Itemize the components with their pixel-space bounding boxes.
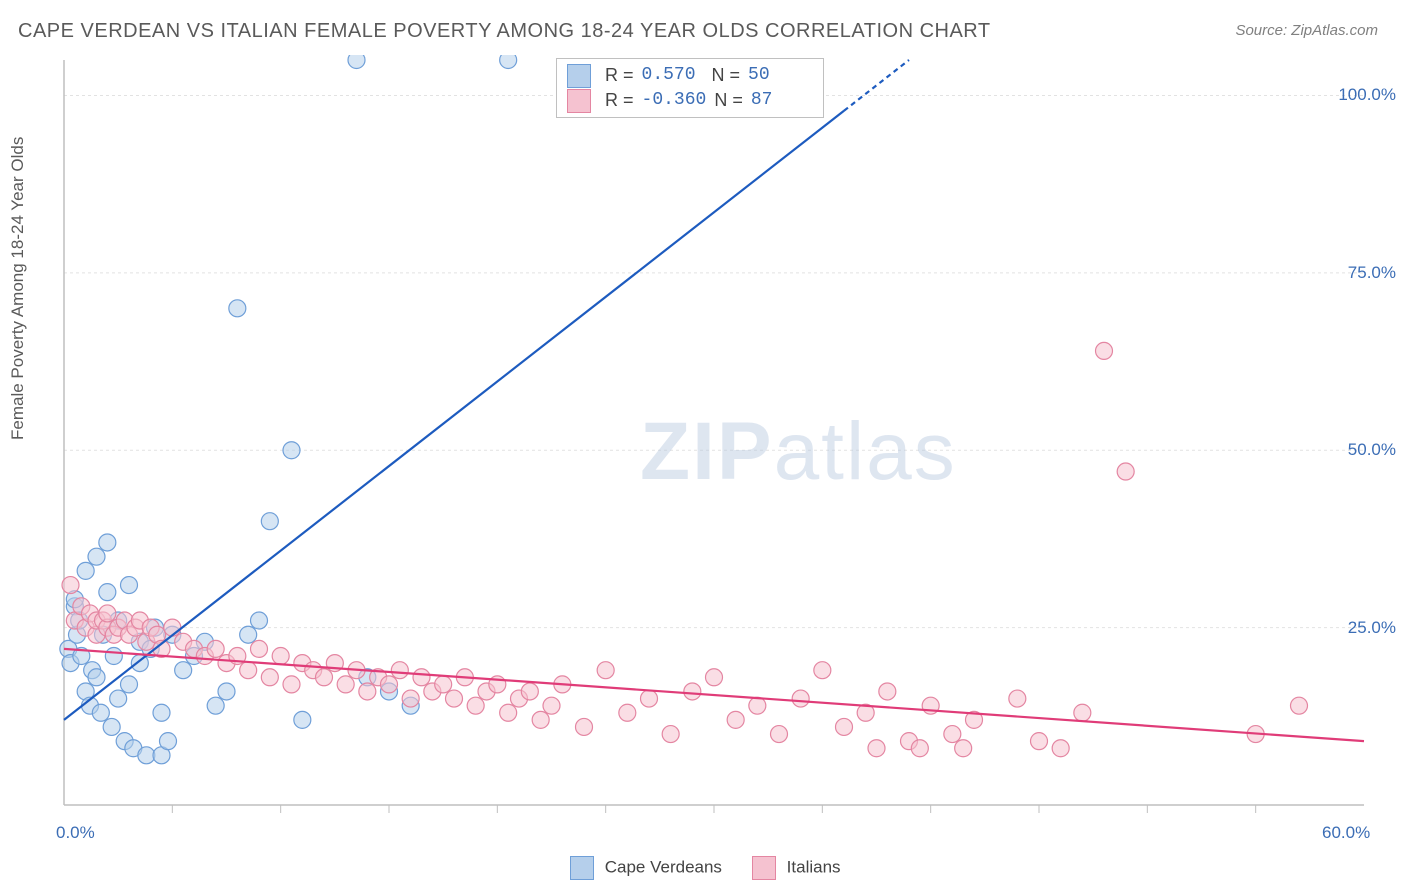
swatch-icon — [752, 856, 776, 880]
swatch-icon — [570, 856, 594, 880]
source-credit: Source: ZipAtlas.com — [1235, 22, 1378, 39]
n-value: 87 — [751, 88, 813, 113]
stats-legend-row: R = 0.570 N = 50 — [567, 63, 813, 88]
series-legend: Cape Verdeans Italians — [570, 856, 841, 880]
legend-item: Italians — [752, 856, 841, 880]
legend-label: Italians — [787, 857, 841, 876]
swatch-icon — [567, 89, 591, 113]
legend-item: Cape Verdeans — [570, 856, 722, 880]
n-value: 50 — [748, 63, 810, 88]
y-tick-label: 25.0% — [1348, 618, 1396, 638]
r-value: 0.570 — [642, 63, 704, 88]
stats-legend-row: R = -0.360 N = 87 — [567, 88, 813, 113]
scatter-chart — [56, 55, 1386, 825]
y-axis-label: Female Poverty Among 18-24 Year Olds — [8, 137, 28, 440]
legend-label: Cape Verdeans — [605, 857, 722, 876]
y-tick-label: 50.0% — [1348, 440, 1396, 460]
r-value: -0.360 — [642, 88, 707, 113]
r-label: R = — [605, 63, 634, 88]
n-label: N = — [714, 88, 743, 113]
x-tick-label: 60.0% — [1322, 823, 1370, 843]
stats-legend: R = 0.570 N = 50 R = -0.360 N = 87 — [556, 58, 824, 118]
y-tick-label: 100.0% — [1338, 85, 1396, 105]
y-tick-label: 75.0% — [1348, 263, 1396, 283]
x-tick-label: 0.0% — [56, 823, 95, 843]
swatch-icon — [567, 64, 591, 88]
r-label: R = — [605, 88, 634, 113]
n-label: N = — [712, 63, 741, 88]
chart-title: CAPE VERDEAN VS ITALIAN FEMALE POVERTY A… — [18, 20, 991, 43]
chart-area — [56, 55, 1386, 825]
